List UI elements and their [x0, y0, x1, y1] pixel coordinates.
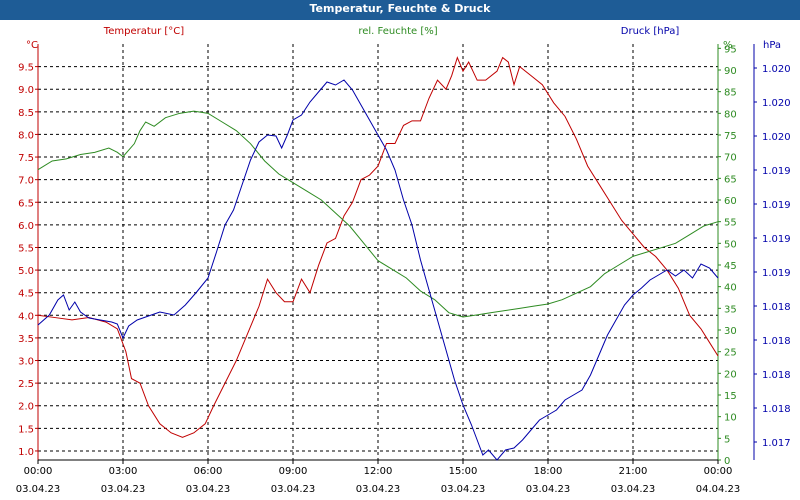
x-tick-time-label: 03:00 — [109, 466, 138, 477]
series-line-pressure — [37, 79, 719, 461]
temperature-tick-label: 2.0 — [18, 402, 34, 413]
humidity-tick-label: 55 — [724, 218, 737, 229]
x-tick-date-label: 03.04.23 — [16, 484, 61, 495]
humidity-tick-label: 50 — [724, 239, 737, 250]
series-line-temperature — [37, 56, 719, 438]
chart-canvas: 1.0 1.5 2.0 2.5 3.0 3.5 4.0 4.5 5.0 5.5 6.0 6.5 7.0 7… — [16, 26, 791, 495]
x-tick-date-label: 03.04.23 — [271, 484, 316, 495]
pressure-tick-label: 1.018 — [762, 404, 791, 415]
temperature-tick-label: 8.0 — [18, 130, 34, 141]
grid-lines — [37, 44, 719, 460]
x-tick-time-label: 00:00 — [704, 466, 733, 477]
pressure-ticks: 1.020 1.020 1.020 1.019 1.019 1.019 1.019 1.018… — [754, 64, 791, 449]
x-tick-time-label: 12:00 — [364, 466, 393, 477]
x-tick-time-label: 00:00 — [24, 466, 53, 477]
pressure-tick-label: 1.018 — [762, 336, 791, 347]
x-tick-time-label: 09:00 — [279, 466, 308, 477]
x-tick-time-label: 21:00 — [619, 466, 648, 477]
x-tick-time-label: 15:00 — [449, 466, 478, 477]
humidity-tick-label: 15 — [724, 391, 737, 402]
humidity-tick-label: 40 — [724, 283, 737, 294]
pressure-tick-label: 1.020 — [762, 64, 791, 75]
humidity-tick-label: 45 — [724, 261, 737, 272]
temperature-tick-label: 1.0 — [18, 447, 34, 458]
pressure-unit-label: hPa — [763, 40, 781, 51]
x-tick-date-label: 03.04.23 — [101, 484, 146, 495]
temperature-tick-label: 6.0 — [18, 221, 34, 232]
series-line-humidity — [37, 110, 719, 318]
x-tick-time-label: 18:00 — [534, 466, 563, 477]
pressure-tick-label: 1.019 — [762, 234, 791, 245]
x-tick-time-label: 06:00 — [194, 466, 223, 477]
legend-temperature: Temperatur [°C] — [103, 26, 184, 37]
temperature-tick-label: 7.5 — [18, 153, 34, 164]
x-tick-date-label: 03.04.23 — [186, 484, 231, 495]
temperature-ticks: 1.0 1.5 2.0 2.5 3.0 3.5 4.0 4.5 5.0 5.5 6.0 6.5 7.0 7… — [18, 63, 38, 458]
pressure-tick-label: 1.018 — [762, 370, 791, 381]
x-tick-date-label: 03.04.23 — [611, 484, 656, 495]
pressure-tick-label: 1.020 — [762, 98, 791, 109]
temperature-tick-label: 4.0 — [18, 311, 34, 322]
temperature-tick-label: 7.0 — [18, 176, 34, 187]
temperature-tick-label: 5.5 — [18, 243, 34, 254]
humidity-tick-label: 80 — [724, 109, 737, 120]
humidity-ticks: 0 5 10 15 20 25 30 35 40 45 50 55 60 65 70 75 80 85 90 95 — [718, 44, 737, 467]
humidity-tick-label: 0 — [724, 456, 730, 467]
x-ticks: 00:00 03.04.23 03:00 03.04.23 06:00 03.04.23 0… — [16, 460, 741, 495]
pressure-tick-label: 1.019 — [762, 166, 791, 177]
pressure-tick-label: 1.019 — [762, 268, 791, 279]
humidity-tick-label: 85 — [724, 88, 737, 99]
chart-title: Temperatur, Feuchte & Druck — [0, 0, 800, 20]
x-tick-date-label: 04.04.23 — [696, 484, 741, 495]
humidity-tick-label: 30 — [724, 326, 737, 337]
x-tick-date-label: 03.04.23 — [526, 484, 571, 495]
temperature-tick-label: 2.5 — [18, 379, 34, 390]
humidity-unit-label: % — [723, 40, 733, 51]
temperature-tick-label: 1.5 — [18, 424, 34, 435]
series-lines — [37, 56, 719, 461]
temperature-tick-label: 9.0 — [18, 85, 34, 96]
humidity-tick-label: 35 — [724, 304, 737, 315]
pressure-tick-label: 1.020 — [762, 132, 791, 143]
humidity-tick-label: 90 — [724, 66, 737, 77]
pressure-tick-label: 1.017 — [762, 438, 791, 449]
legend-pressure: Druck [hPa] — [621, 26, 680, 37]
temperature-tick-label: 5.0 — [18, 266, 34, 277]
humidity-tick-label: 70 — [724, 153, 737, 164]
x-tick-date-label: 03.04.23 — [356, 484, 401, 495]
humidity-tick-label: 65 — [724, 174, 737, 185]
temperature-tick-label: 9.5 — [18, 63, 34, 74]
temperature-unit-label: °C — [26, 40, 38, 51]
humidity-tick-label: 60 — [724, 196, 737, 207]
temperature-tick-label: 3.5 — [18, 334, 34, 345]
x-tick-date-label: 03.04.23 — [441, 484, 486, 495]
legend-humidity: rel. Feuchte [%] — [358, 26, 437, 37]
temperature-tick-label: 3.0 — [18, 357, 34, 368]
temperature-tick-label: 4.5 — [18, 289, 34, 300]
temperature-tick-label: 6.5 — [18, 198, 34, 209]
pressure-tick-label: 1.019 — [762, 200, 791, 211]
temperature-tick-label: 8.5 — [18, 108, 34, 119]
humidity-tick-label: 5 — [724, 434, 730, 445]
humidity-tick-label: 75 — [724, 131, 737, 142]
humidity-tick-label: 25 — [724, 348, 737, 359]
humidity-tick-label: 95 — [724, 44, 737, 55]
humidity-tick-label: 20 — [724, 369, 737, 380]
humidity-tick-label: 10 — [724, 413, 737, 424]
pressure-tick-label: 1.018 — [762, 302, 791, 313]
